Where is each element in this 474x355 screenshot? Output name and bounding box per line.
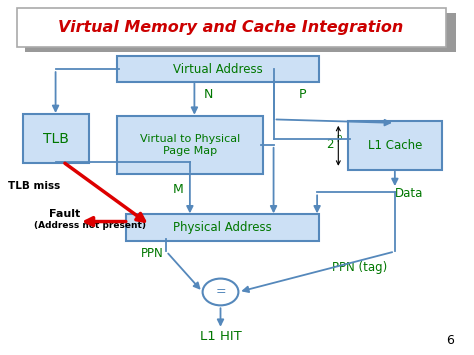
FancyBboxPatch shape <box>25 13 456 52</box>
Text: Physical Address: Physical Address <box>173 221 272 234</box>
Text: Virtual Address: Virtual Address <box>173 63 263 76</box>
FancyBboxPatch shape <box>117 56 319 82</box>
FancyBboxPatch shape <box>117 116 263 174</box>
Text: =: = <box>215 285 226 299</box>
Text: Virtual to Physical
Page Map: Virtual to Physical Page Map <box>140 134 240 156</box>
Text: Fault: Fault <box>48 209 80 219</box>
Text: L1 Cache: L1 Cache <box>368 139 422 152</box>
FancyBboxPatch shape <box>126 214 319 241</box>
Text: TLB: TLB <box>43 132 69 146</box>
Circle shape <box>202 279 238 305</box>
FancyBboxPatch shape <box>348 121 442 170</box>
FancyBboxPatch shape <box>23 114 89 163</box>
Text: (Address not present): (Address not present) <box>35 220 146 230</box>
FancyBboxPatch shape <box>17 9 446 47</box>
Text: 6: 6 <box>446 334 454 346</box>
Text: N: N <box>204 88 213 101</box>
Text: PPN (tag): PPN (tag) <box>332 261 387 274</box>
Text: Virtual Memory and Cache Integration: Virtual Memory and Cache Integration <box>58 20 403 35</box>
Text: Data: Data <box>395 187 423 200</box>
Text: TLB miss: TLB miss <box>9 181 61 191</box>
Text: p: p <box>336 133 341 142</box>
Text: PPN: PPN <box>141 247 164 260</box>
Text: 2: 2 <box>326 137 334 151</box>
Text: L1 HIT: L1 HIT <box>200 330 241 343</box>
Text: M: M <box>173 183 183 196</box>
Text: P: P <box>299 88 307 101</box>
